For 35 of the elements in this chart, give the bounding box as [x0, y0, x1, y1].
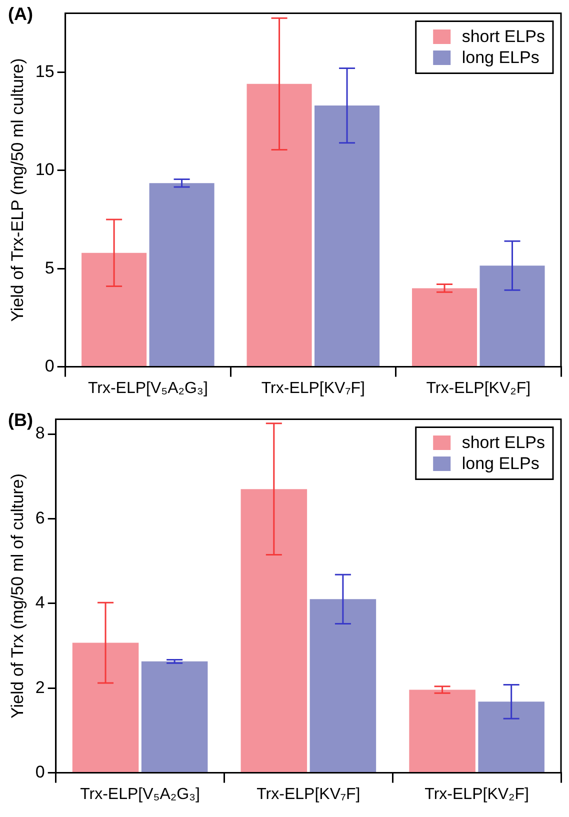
- legend-label: short ELPs: [462, 432, 546, 452]
- y-axis-title: Yield of Trx (mg/50 ml of culture): [8, 473, 27, 719]
- y-tick-label: 5: [44, 258, 54, 278]
- x-tick-label: Trx-ELP[KV₂F]: [426, 380, 531, 397]
- bar: [480, 266, 545, 366]
- bar: [72, 642, 139, 772]
- chart-title: (B): [8, 410, 33, 430]
- y-tick-label: 15: [35, 62, 54, 81]
- x-tick-label: Trx-ELP[KV₇F]: [256, 786, 360, 803]
- bar: [314, 106, 380, 366]
- bar: [240, 489, 308, 772]
- legend-label: long ELPs: [462, 48, 540, 67]
- legend-label: long ELPs: [462, 454, 540, 473]
- y-tick-label: 0: [35, 762, 45, 782]
- bar: [310, 599, 376, 772]
- y-axis-title: Yield of Trx-ELP (mg/50 ml culture): [8, 58, 27, 322]
- y-tick-label: 10: [35, 160, 54, 180]
- bar: [409, 690, 476, 772]
- bar: [478, 702, 544, 772]
- legend-label: short ELPs: [462, 26, 546, 46]
- bar: [412, 288, 478, 366]
- y-tick-label: 4: [35, 593, 45, 612]
- bar: [246, 84, 312, 366]
- bar: [141, 661, 208, 772]
- y-tick-label: 2: [35, 678, 45, 697]
- bar: [149, 183, 214, 366]
- bar: [82, 252, 147, 366]
- x-tick-label: Trx-ELP[V₅A₂G₃]: [80, 786, 200, 803]
- y-tick-label: 8: [35, 424, 45, 443]
- x-tick-label: Trx-ELP[KV₂F]: [424, 786, 529, 803]
- chart-title: (A): [8, 4, 33, 24]
- y-tick-label: 6: [35, 508, 45, 528]
- y-tick-label: 0: [44, 356, 54, 376]
- x-tick-label: Trx-ELP[KV₇F]: [261, 380, 365, 397]
- x-tick-label: Trx-ELP[V₅A₂G₃]: [88, 380, 208, 397]
